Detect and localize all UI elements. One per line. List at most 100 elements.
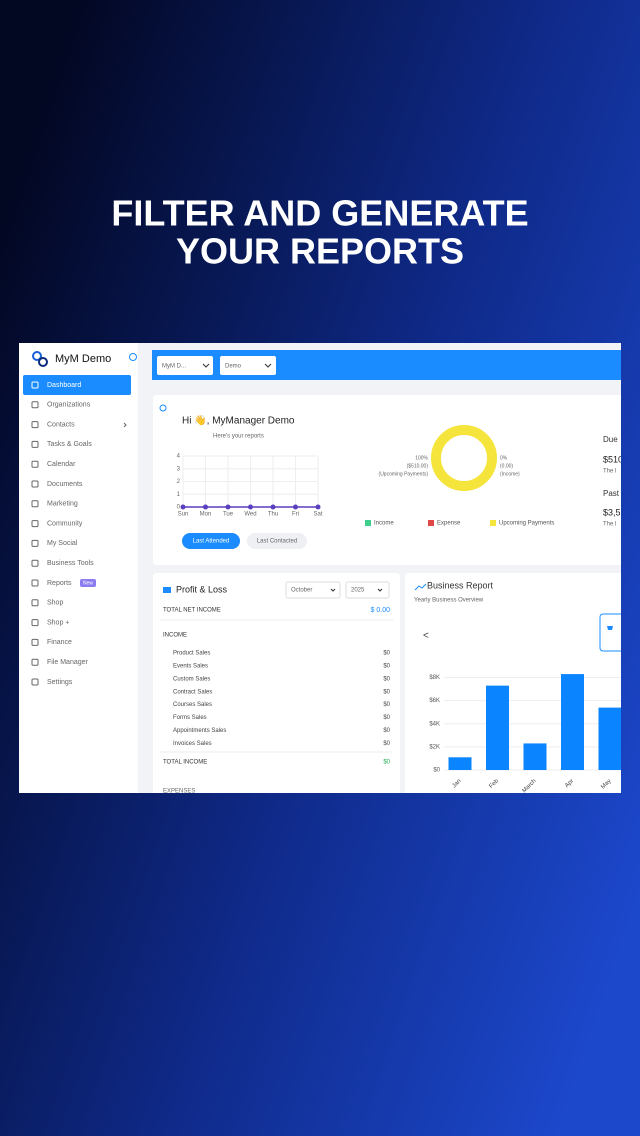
- point: [270, 504, 276, 510]
- due-label: Due: [603, 435, 618, 444]
- collapse-button[interactable]: [129, 353, 137, 361]
- point: [225, 504, 231, 510]
- x-tick-label: Sun: [178, 512, 189, 518]
- menu-item[interactable]: Finance: [47, 639, 72, 646]
- total-label: TOTAL INCOME: [163, 760, 207, 766]
- past-note: The l: [603, 522, 616, 528]
- welcome-card: [153, 395, 621, 565]
- donut-label: 100%: [415, 455, 428, 461]
- month-select[interactable]: [285, 581, 341, 599]
- chevron: [123, 422, 127, 428]
- chevron: [202, 363, 210, 368]
- menu-icon: [31, 599, 39, 607]
- menu-item[interactable]: Marketing: [47, 501, 78, 508]
- menu-icon: [31, 381, 39, 389]
- section-header: INCOME: [163, 633, 187, 639]
- menu-item[interactable]: Calendar: [47, 461, 76, 468]
- prev-button[interactable]: <: [423, 631, 429, 642]
- donut-label: (Income): [500, 471, 520, 477]
- year-select[interactable]: [345, 581, 390, 599]
- bar: [448, 757, 472, 770]
- menu-item[interactable]: Organizations: [47, 402, 91, 409]
- point: [203, 504, 208, 510]
- row-label: Invoices Sales: [173, 741, 212, 747]
- donut-label: 0%: [500, 455, 508, 461]
- menu-item[interactable]: Business Tools: [47, 560, 94, 567]
- y-tick-label: 1: [177, 492, 181, 498]
- row-label: Appointments Sales: [173, 728, 226, 734]
- card-subtitle: Yearly Business Overview: [414, 598, 484, 604]
- y-tick-label: $8K: [429, 675, 440, 681]
- report-tab[interactable]: [599, 613, 630, 652]
- menu-item[interactable]: Shop: [47, 600, 63, 607]
- menu-icon: [31, 520, 39, 528]
- x-tick-label: Sat: [313, 512, 322, 518]
- headline: FILTER AND GENERATE: [111, 193, 528, 234]
- row-value: $0: [383, 689, 390, 695]
- tab-label: Last Contacted: [257, 539, 297, 545]
- bar: [561, 674, 584, 770]
- greeting: Hi 👋, MyManager Demo: [182, 415, 295, 427]
- menu-item[interactable]: Tasks & Goals: [47, 441, 92, 448]
- menu-item[interactable]: Reports: [47, 580, 72, 587]
- y-tick-label: $4K: [429, 721, 440, 727]
- org-select-text: MyM D...: [162, 364, 186, 370]
- menu-icon: [31, 619, 39, 627]
- user-select[interactable]: [220, 356, 276, 375]
- month-select-text: October: [291, 588, 312, 594]
- menu-icon: [31, 401, 39, 409]
- x-tick-label: Jan: [451, 778, 462, 789]
- legend-label: Upcoming Payments: [499, 521, 554, 527]
- screenshot: MyM D... Demo MyM Demo Dashboard Organiza…: [19, 343, 630, 795]
- bar: [598, 707, 621, 770]
- row-value: $0: [383, 702, 390, 708]
- x-tick-label: Fri: [292, 512, 299, 518]
- point: [248, 504, 253, 510]
- card-title: Profit & Loss: [176, 584, 228, 594]
- row-value: $0: [383, 741, 390, 747]
- tab-button[interactable]: [247, 533, 307, 549]
- x-tick-label: Tue: [223, 512, 234, 518]
- subtitle: Here's your reports: [213, 434, 264, 440]
- net-label: TOTAL NET INCOME: [163, 608, 221, 614]
- brand: MyM Demo: [55, 353, 111, 365]
- logo: [32, 351, 48, 367]
- menu-item[interactable]: Dashboard: [47, 382, 81, 389]
- menu-item[interactable]: Settings: [47, 679, 73, 686]
- legend-swatch: [490, 520, 496, 526]
- row-label: Events Sales: [173, 663, 208, 669]
- donut-label: (0.00): [500, 463, 513, 469]
- chevron: [264, 363, 272, 368]
- section-header: EXPENSES: [163, 789, 195, 795]
- menu-item[interactable]: Contacts: [47, 421, 75, 428]
- menu-item[interactable]: Shop +: [47, 619, 69, 626]
- legend-label: Income: [374, 521, 394, 527]
- menu-item[interactable]: My Social: [47, 540, 78, 547]
- legend-swatch: [365, 520, 371, 526]
- row-label: Contract Sales: [173, 689, 212, 695]
- card-title: Business Report: [427, 580, 494, 590]
- due-note: The l: [603, 469, 616, 475]
- user-select-text: Demo: [225, 364, 242, 370]
- x-tick-label: Mon: [200, 512, 212, 518]
- org-select[interactable]: [157, 356, 213, 375]
- menu-item[interactable]: File Manager: [47, 659, 89, 666]
- cart-icon: [607, 626, 613, 630]
- tab-button[interactable]: [182, 533, 240, 549]
- net-value: $ 0.00: [371, 607, 391, 614]
- tab-label: Last Attended: [193, 539, 230, 545]
- menu-icon: [31, 500, 39, 508]
- row-value: $0: [383, 676, 390, 682]
- settings-icon[interactable]: [159, 404, 167, 412]
- row-label: Custom Sales: [173, 676, 210, 682]
- bar: [523, 743, 547, 770]
- menu-item[interactable]: Documents: [47, 481, 83, 488]
- active-item: [23, 375, 131, 395]
- menu-item[interactable]: Community: [47, 520, 83, 527]
- row-label: Forms Sales: [173, 715, 207, 721]
- donut-segment: [431, 425, 497, 491]
- menu-icon: [31, 638, 39, 646]
- badge: [80, 579, 96, 587]
